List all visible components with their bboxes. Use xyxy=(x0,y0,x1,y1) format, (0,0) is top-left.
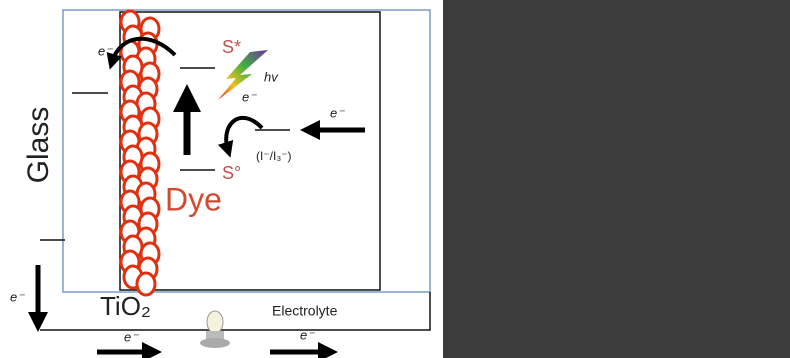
state-label: S° xyxy=(222,163,241,183)
sem-image xyxy=(443,0,790,358)
regeneration-arrow xyxy=(226,118,262,150)
electron-label: e⁻ xyxy=(98,43,113,58)
electron-label: e⁻ xyxy=(242,89,257,104)
state-label: S* xyxy=(222,37,241,57)
tio2-particles xyxy=(121,11,159,295)
electron-label: e⁻ xyxy=(124,329,139,344)
electron-label: e⁻ xyxy=(10,289,25,304)
page: Glass e⁻ S* hv e⁻ e⁻ (I⁻/I₃⁻) S° Dye e⁻ … xyxy=(0,0,790,358)
redox-label: (I⁻/I₃⁻) xyxy=(256,149,292,163)
tio2-label: TiO₂ xyxy=(100,291,151,321)
photon-label: hv xyxy=(264,69,279,84)
electrolyte-label: Electrolyte xyxy=(272,303,338,319)
wire xyxy=(40,292,430,330)
dye-label: Dye xyxy=(165,181,222,217)
electron-label: e⁻ xyxy=(330,105,345,120)
electron-label: e⁻ xyxy=(300,327,315,342)
glass-label: Glass xyxy=(22,107,55,184)
